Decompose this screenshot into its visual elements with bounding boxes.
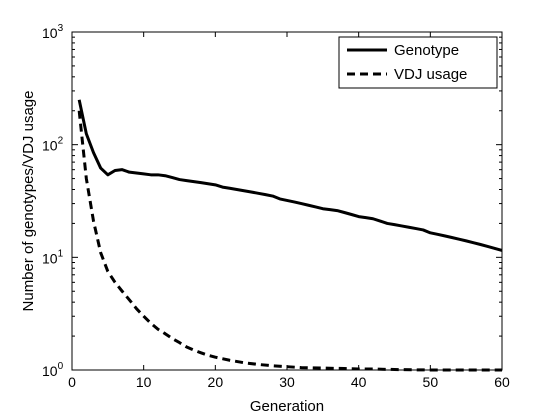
x-tick-label: 10 <box>136 374 152 390</box>
x-tick-label: 0 <box>68 374 76 390</box>
series-line-genotype <box>77 99 503 252</box>
legend-label-vdj: VDJ usage <box>394 66 467 83</box>
y-tick-label: 102 <box>42 136 64 154</box>
legend: Genotype VDJ usage <box>338 36 498 89</box>
y-tick-label: 100 <box>42 361 64 379</box>
y-axis-label: Number of genotypes/VDJ usage <box>20 91 37 312</box>
x-tick-label: 60 <box>494 374 510 390</box>
x-tick-label: 50 <box>423 374 439 390</box>
y-tick-label: 103 <box>42 23 64 41</box>
x-tick-label: 30 <box>279 374 295 390</box>
axis-ticks: 0 10 20 30 40 50 60 100 101 102 103 <box>42 23 510 390</box>
series-line-vdj-usage <box>77 110 502 372</box>
series-lines <box>77 99 503 372</box>
legend-box <box>338 36 498 89</box>
y-tick-label: 101 <box>42 248 64 266</box>
legend-label-genotype: Genotype <box>394 42 459 59</box>
x-tick-label: 20 <box>208 374 224 390</box>
x-axis-label: Generation <box>250 398 324 415</box>
x-tick-label: 40 <box>351 374 367 390</box>
